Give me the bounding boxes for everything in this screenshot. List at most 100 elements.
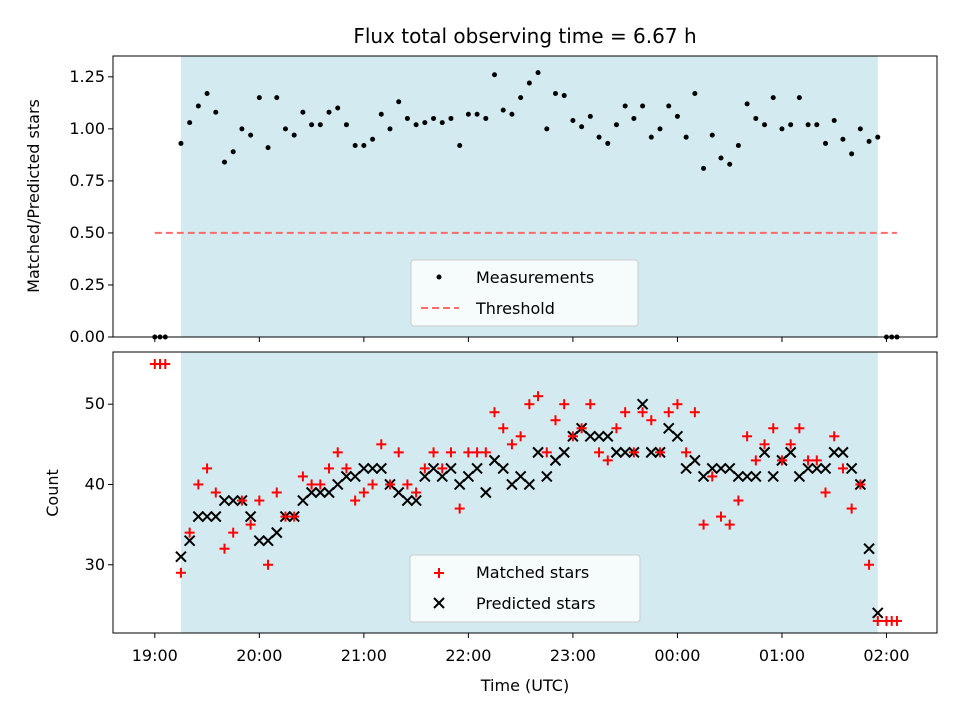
bottom-y-tick-label: 50 [85,394,105,413]
matched-star-point [315,479,326,490]
matched-star-point [541,447,552,458]
measurement-point [640,103,646,109]
measurement-point [282,126,288,132]
matched-star-point [707,471,718,482]
bottom-panel-marks [149,359,902,626]
predicted-star-point [358,462,370,475]
matched-star-point [550,415,561,426]
matched-star-point [350,495,361,506]
matched-star-point [715,511,726,522]
measurement-point [387,126,393,132]
matched-star-point [297,471,308,482]
predicted-star-point [758,446,771,459]
measurement-point [692,90,698,96]
predicted-star-point [227,494,239,507]
legend-threshold-label: Threshold [475,299,555,318]
matched-star-point [193,479,204,490]
measurement-point [317,122,323,128]
bottom-panel-frame [112,351,938,634]
matched-star-point [160,359,171,370]
measurement-point [579,124,585,130]
predicted-star-point [192,510,205,523]
matched-star-point [585,399,596,410]
bottom-y-tick-label: 40 [85,474,105,493]
predicted-star-point [323,486,335,499]
measurement-point [683,134,689,140]
legend-matched-label: Matched stars [476,563,589,582]
matched-star-point [332,447,343,458]
predicted-star-point [697,470,710,483]
matched-star-point [515,431,526,442]
measurement-point [422,120,428,126]
measurement-point [535,70,541,76]
matched-star-point [236,495,247,506]
matched-star-point [202,463,213,474]
predicted-star-point [514,470,527,483]
measurement-point [178,140,184,146]
matched-star-point [419,463,430,474]
predicted-star-point [366,462,379,475]
matched-star-point [794,423,805,434]
measurement-point [274,95,280,101]
matched-star-point [524,399,535,410]
measurement-point [779,126,785,132]
measurement-point [823,140,829,146]
matched-star-point [776,455,787,466]
matched-star-point [472,447,483,458]
matched-star-point [803,455,814,466]
matched-star-point [559,399,570,410]
matched-star-point [245,519,256,530]
predicted-star-point [750,470,762,483]
predicted-star-point [488,454,501,467]
matched-star-point [681,447,692,458]
predicted-star-point [305,486,318,499]
matched-star-point [811,455,822,466]
matched-star-point [620,407,631,418]
measurement-point [762,122,768,128]
top-x-ticks [154,337,887,342]
measurement-point [291,132,297,138]
predicted-star-point [872,607,884,619]
predicted-star-point [462,470,475,483]
measurement-point [457,143,463,149]
predicted-star-point [671,430,684,443]
predicted-star-point [741,470,753,483]
predicted-star-point [419,470,431,483]
predicted-star-point [183,534,196,547]
top-y-tick-label: 0.75 [69,171,105,190]
matched-star-point [611,423,622,434]
predicted-star-point [837,446,849,459]
measurement-point [509,111,515,117]
bottom-x-tick-label: 02:00 [863,646,909,665]
matched-star-point [891,615,902,626]
measurement-point [204,90,210,96]
bottom-y-tick-label: 30 [85,555,105,574]
predicted-star-point [201,510,213,523]
matched-star-point [175,567,186,578]
measurement-point [587,113,593,119]
measurement-point [622,103,628,109]
measurement-point [666,103,672,109]
predicted-star-point [645,446,658,459]
measurement-point [805,122,811,128]
bottom-x-axis: 19:00 20:00 21:00 22:00 23:00 00:00 01:00 02:00 [132,633,910,665]
matched-star-point [402,479,413,490]
matched-star-point [698,519,709,530]
predicted-star-point [314,486,327,499]
predicted-star-point [723,462,736,475]
measurement-point [518,95,524,101]
matched-star-point [306,479,317,490]
matched-star-point [480,447,491,458]
measurement-point [770,95,776,101]
matched-star-point [489,407,500,418]
measurement-point [248,132,254,138]
top-legend: Measurements Threshold [410,259,639,327]
predicted-star-point [175,551,187,563]
measurement-point [370,136,376,142]
predicted-star-point [410,494,422,507]
predicted-star-point [636,398,649,410]
predicted-star-point [715,462,727,475]
predicted-star-point [811,462,823,475]
measurement-point [239,126,245,132]
